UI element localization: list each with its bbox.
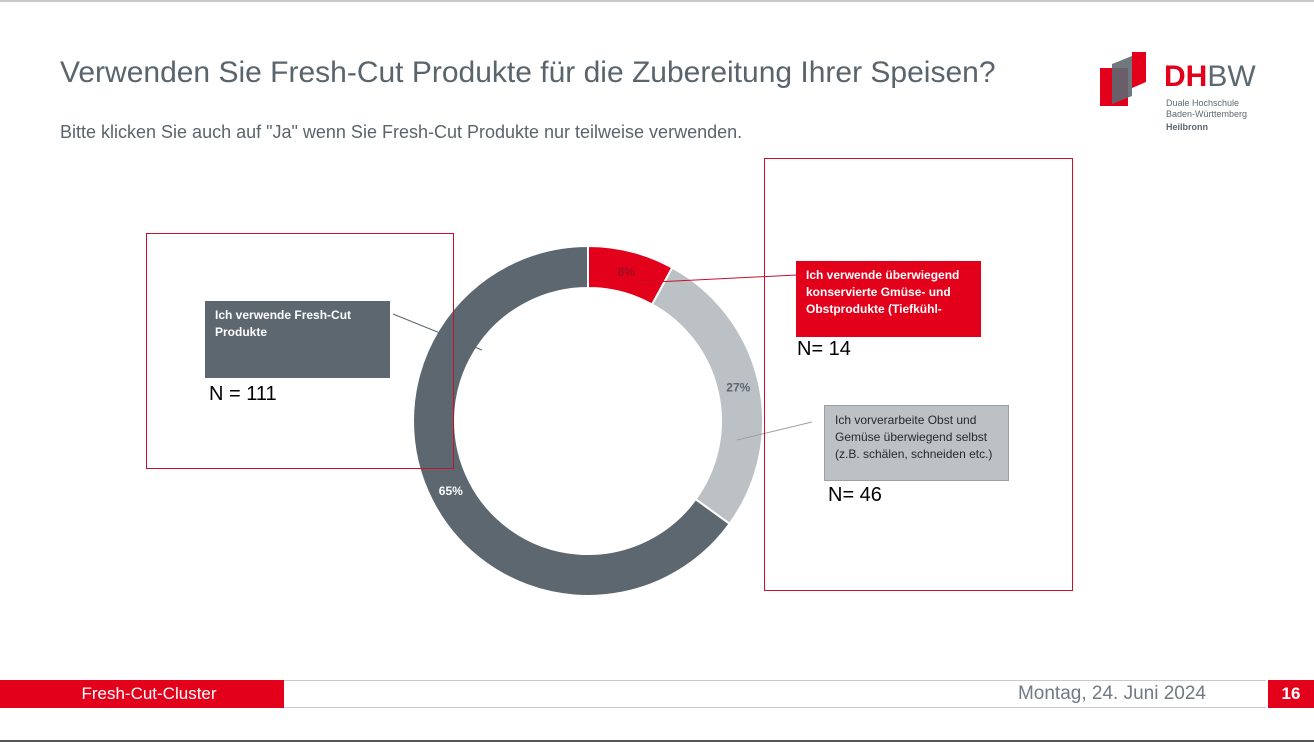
logo-wordmark: DHBW xyxy=(1164,62,1256,92)
leader-line-fresh-cut xyxy=(392,313,483,351)
top-divider xyxy=(0,0,1314,2)
footer-section-label: Fresh-Cut-Cluster xyxy=(0,680,284,708)
logo-line-2: Baden-Württemberg xyxy=(1166,109,1248,119)
logo-line-1: Duale Hochschule xyxy=(1166,98,1240,108)
footer-bar xyxy=(284,680,1266,708)
page-title: Verwenden Sie Fresh-Cut Produkte für die… xyxy=(60,56,996,89)
logo-dh: DH xyxy=(1164,60,1208,93)
logo-bw: BW xyxy=(1207,60,1256,93)
dhbw-logo: DHBW Duale Hochschule Baden-Württemberg … xyxy=(1098,52,1268,138)
donut-slice-3 xyxy=(412,244,731,597)
page-subtitle: Bitte klicken Sie auch auf "Ja" wenn Sie… xyxy=(60,122,743,142)
logo-location: Heilbronn xyxy=(1166,122,1208,132)
n-fresh-cut: N = 111 xyxy=(209,383,277,405)
bottom-divider xyxy=(0,740,1314,742)
slice-value-label-3: 65% xyxy=(439,484,463,498)
donut-slice-2 xyxy=(650,266,764,526)
n-canned: N= 14 xyxy=(797,338,851,360)
dhbw-logo-mark xyxy=(1100,52,1146,106)
callout-self: Ich vorverarbeite Obst und Gemüse überwi… xyxy=(824,405,1009,481)
leader-line-canned xyxy=(633,274,798,284)
leader-line-self xyxy=(736,421,813,441)
frame-fresh-cut xyxy=(146,233,454,469)
callout-fresh-cut: Ich verwende Fresh-Cut Produkte xyxy=(205,301,390,378)
slice-value-label-2: 27% xyxy=(726,380,750,394)
page-number: 16 xyxy=(1268,680,1314,708)
callout-canned: Ich verwende überwiegend konservierte Gm… xyxy=(796,261,981,337)
frame-right xyxy=(764,158,1073,591)
slice-value-label-1: 8% xyxy=(618,265,636,279)
n-self: N= 46 xyxy=(828,484,882,506)
footer-date: Montag, 24. Juni 2024 xyxy=(1017,683,1206,704)
